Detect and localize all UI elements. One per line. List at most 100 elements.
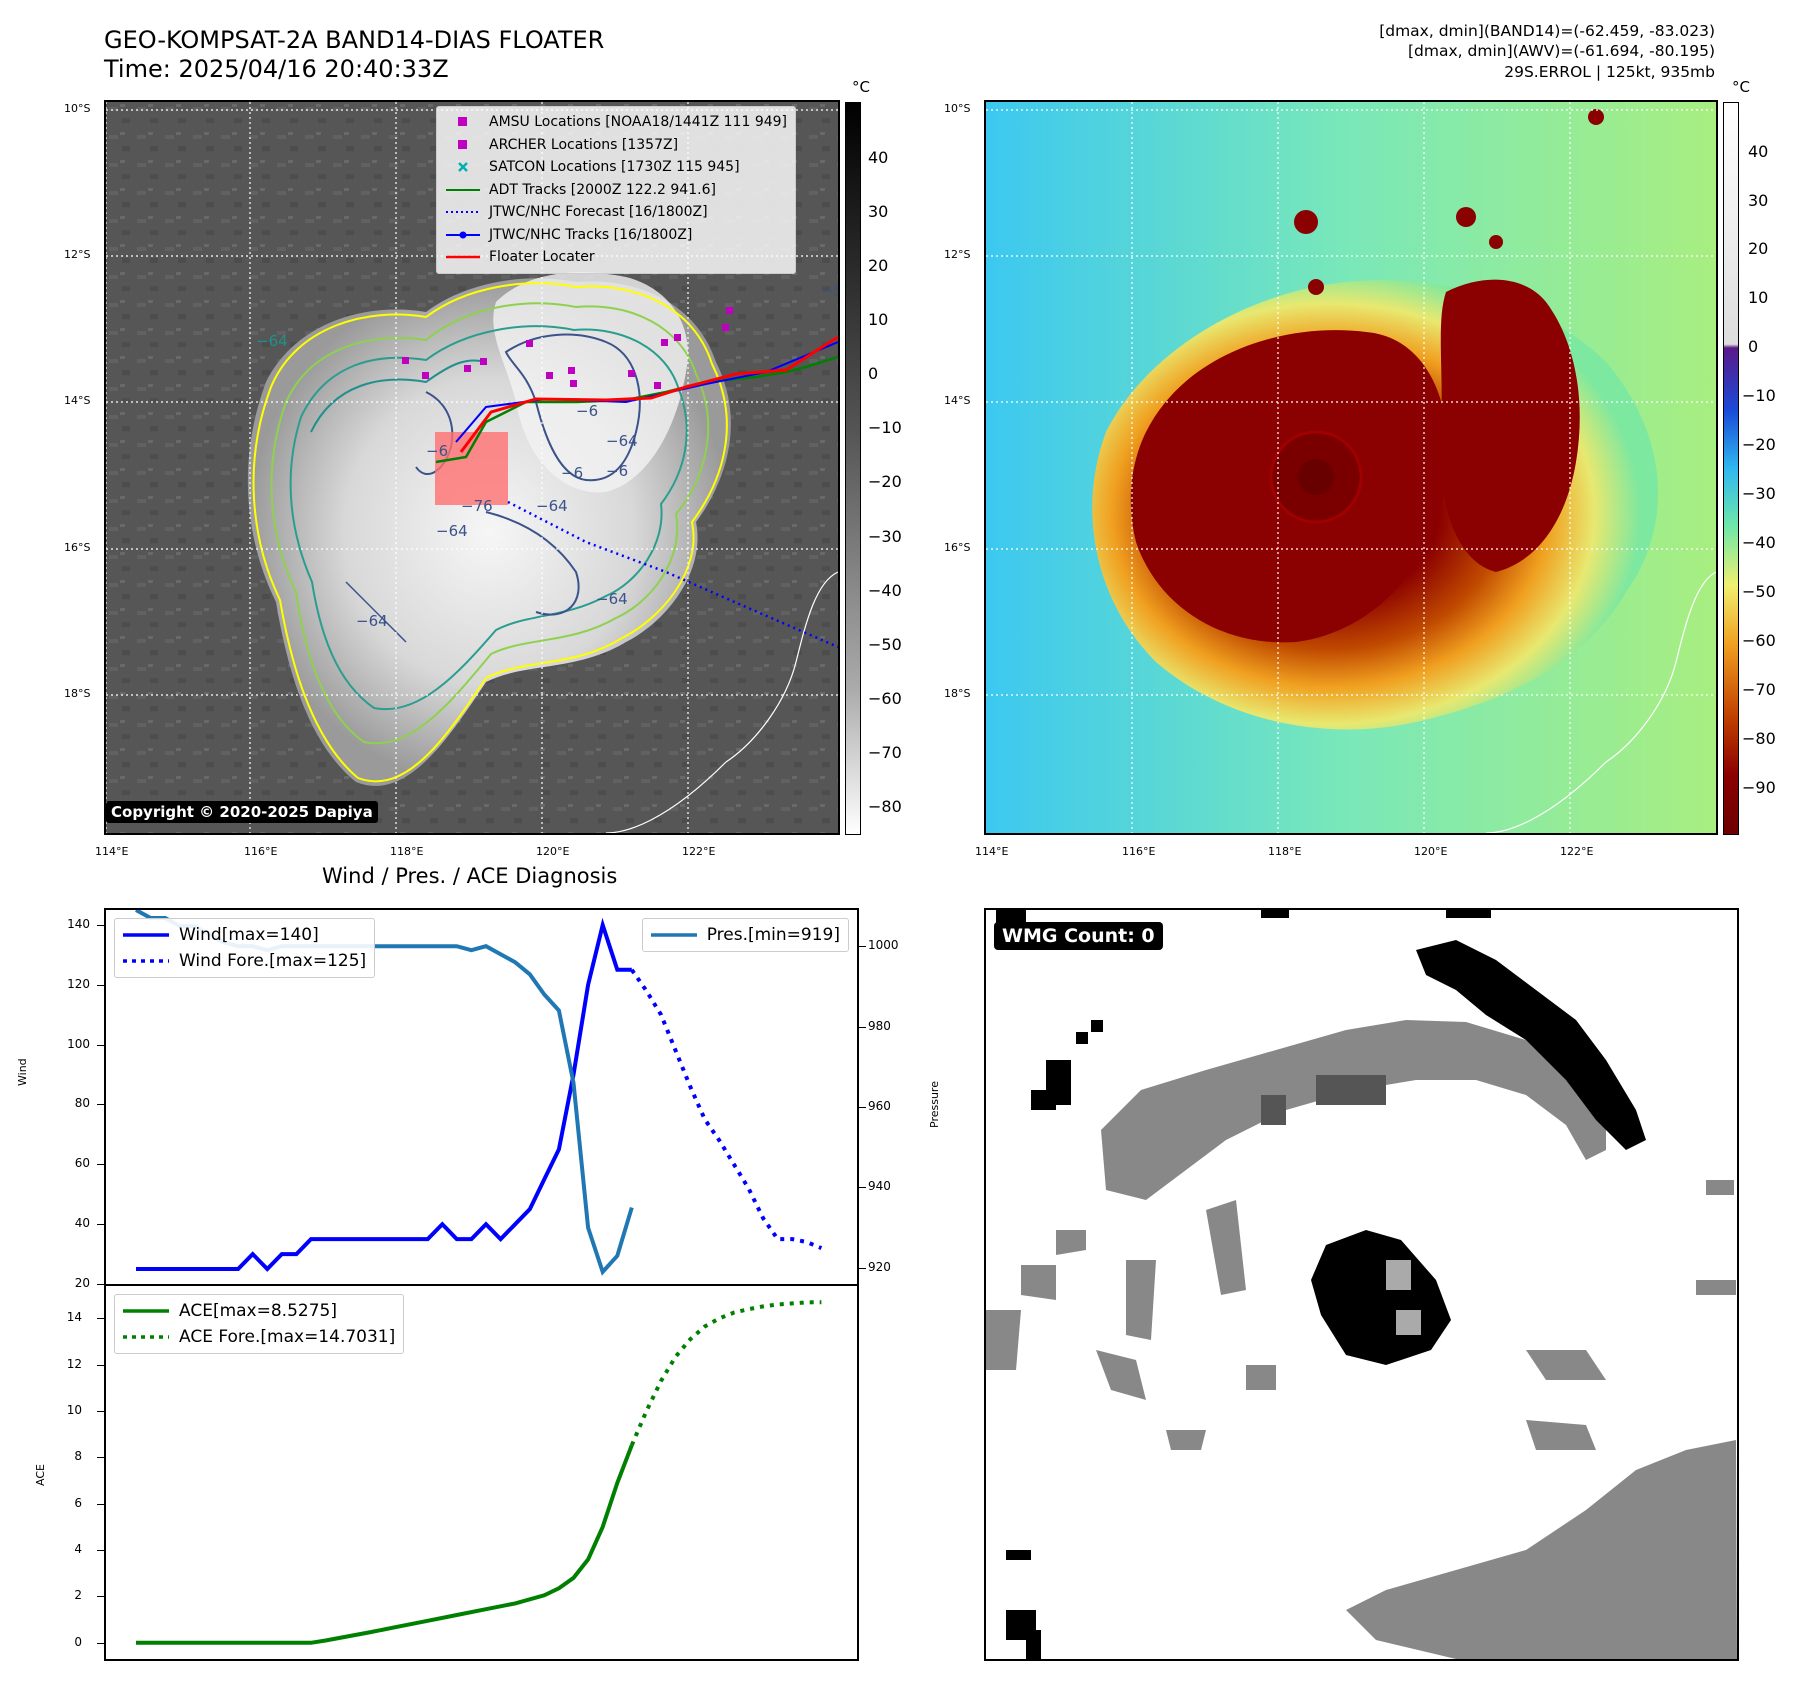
floater-box <box>435 432 508 505</box>
colorbar-tick: −60 <box>1742 631 1776 650</box>
dotted-line-icon <box>123 1335 169 1339</box>
wind-y-tick-mark <box>97 924 104 926</box>
colorbar-tick: 30 <box>1748 191 1769 210</box>
colorbar-tick: 0 <box>1748 337 1759 356</box>
lon-label: 116°E <box>244 845 278 858</box>
pressure-y-tick-mark <box>859 946 866 948</box>
legend-item-ace: ACE[max=8.5275] <box>123 1298 395 1324</box>
legend-label: JTWC/NHC Forecast [16/1800Z] <box>489 204 708 220</box>
ace-forecast-series-line <box>629 1300 822 1446</box>
wind-y-tick: 140 <box>67 916 90 931</box>
lat-label: 16°S <box>944 541 971 554</box>
contour-label: −76 <box>461 497 493 515</box>
legend-item-adt: ADT Tracks [2000Z 122.2 941.6] <box>445 179 787 202</box>
copyright-badge: Copyright © 2020-2025 Dapiya <box>106 801 378 823</box>
legend-item-jtwc-forecast: JTWC/NHC Forecast [16/1800Z] <box>445 201 787 224</box>
legend-item-jtwc-tracks: JTWC/NHC Tracks [16/1800Z] <box>445 224 787 247</box>
wind-series-line <box>136 917 632 1272</box>
legend-item-archer: ARCHER Locations [1357Z] <box>445 134 787 157</box>
colorbar-tick: −90 <box>1742 778 1776 797</box>
wmg-count-badge: WMG Count: 0 <box>994 922 1163 950</box>
colorbar-tick: 40 <box>1748 142 1769 161</box>
lon-label: 122°E <box>682 845 716 858</box>
solid-line-icon <box>123 1309 169 1313</box>
colorbar-unit: °C <box>852 78 870 96</box>
contour-label: −6 <box>576 402 599 420</box>
colorbar-tick: −80 <box>868 797 902 816</box>
wind-legend: Wind[max=140] Wind Fore.[max=125] <box>114 918 376 978</box>
ace-y-tick-mark <box>97 1642 104 1644</box>
wind-y-tick-mark <box>97 1164 104 1166</box>
ace-y-tick-mark <box>97 1596 104 1598</box>
line-dot-icon <box>445 231 481 239</box>
lon-label: 120°E <box>1414 845 1448 858</box>
ace-y-tick-mark <box>97 1550 104 1552</box>
colorbar-tick: −70 <box>868 743 902 762</box>
colorbar-tick: 30 <box>868 202 889 221</box>
ir-colorbar <box>845 102 861 835</box>
contour-label: −6 <box>606 462 629 480</box>
pressure-axis-label: Pressure <box>928 1081 941 1128</box>
lat-label: 10°S <box>64 102 91 115</box>
colorbar-tick: 20 <box>868 256 889 275</box>
pressure-y-tick: 960 <box>868 1099 891 1114</box>
contour-label: −51 <box>821 282 838 300</box>
ace-y-tick: 10 <box>66 1403 82 1418</box>
lon-label: 114°E <box>95 845 129 858</box>
diagnosis-title: Wind / Pres. / ACE Diagnosis <box>322 864 618 888</box>
lat-label: 12°S <box>944 248 971 261</box>
wind-forecast-series-line <box>630 968 823 1250</box>
lat-label: 14°S <box>64 394 91 407</box>
lon-label: 114°E <box>975 845 1009 858</box>
legend-item-ace-forecast: ACE Fore.[max=14.7031] <box>123 1324 395 1350</box>
lat-label: 18°S <box>944 687 971 700</box>
square-marker-icon <box>445 117 481 127</box>
colorbar-tick: −20 <box>868 472 902 491</box>
dotted-line-icon <box>123 959 169 963</box>
ace-plot <box>136 1300 822 1645</box>
enhanced-ir-map-image <box>986 102 1716 833</box>
contour-label: −6 <box>561 464 584 482</box>
colorbar-tick: −40 <box>1742 533 1776 552</box>
legend-label: ADT Tracks [2000Z 122.2 941.6] <box>489 181 716 198</box>
wind-pressure-panel: Wind[max=140] Wind Fore.[max=125] Pres.[… <box>104 908 859 1286</box>
pressure-y-tick-mark <box>859 1107 866 1109</box>
ace-series-line <box>136 1444 634 1645</box>
legend-item-pressure: Pres.[min=919] <box>650 922 840 948</box>
legend-label: Wind[max=140] <box>179 925 319 945</box>
wind-y-tick-mark <box>97 1224 104 1226</box>
legend-label: ARCHER Locations [1357Z] <box>489 136 679 153</box>
colorbar-tick: −40 <box>868 581 902 600</box>
colorbar-tick: −10 <box>868 418 902 437</box>
colorbar-tick: −20 <box>1742 435 1776 454</box>
lon-label: 116°E <box>1122 845 1156 858</box>
pressure-y-tick: 980 <box>868 1018 891 1033</box>
pressure-y-tick-mark <box>859 1187 866 1189</box>
solid-line-icon <box>445 187 481 193</box>
contour-label: −6 <box>426 442 449 460</box>
pressure-legend: Pres.[min=919] <box>641 918 849 952</box>
wind-y-tick: 120 <box>67 976 90 991</box>
ace-y-tick: 14 <box>66 1310 82 1325</box>
wind-y-tick-mark <box>97 1104 104 1106</box>
contour-label: −64 <box>436 522 468 540</box>
awv-range: [dmax, dmin](AWV)=(-61.694, -80.195) <box>1408 42 1715 60</box>
figure-time: Time: 2025/04/16 20:40:33Z <box>104 55 449 83</box>
legend-label: ACE Fore.[max=14.7031] <box>179 1327 396 1347</box>
legend-label: SATCON Locations [1730Z 115 945] <box>489 159 740 175</box>
x-marker-icon <box>445 162 481 173</box>
colorbar-tick: 10 <box>1748 288 1769 307</box>
ace-y-tick: 12 <box>66 1356 82 1371</box>
legend-label: AMSU Locations [NOAA18/1441Z 111 949] <box>489 114 788 130</box>
colorbar-tick: 10 <box>868 310 889 329</box>
legend-label: Wind Fore.[max=125] <box>179 951 367 971</box>
colorbar-tick: −10 <box>1742 386 1776 405</box>
figure-title: GEO-KOMPSAT-2A BAND14-DIAS FLOATER <box>104 26 605 54</box>
lon-label: 122°E <box>1560 845 1594 858</box>
dotted-line-icon <box>445 209 481 215</box>
ace-y-tick: 8 <box>74 1449 82 1464</box>
legend-item-floater: Floater Locater <box>445 246 787 269</box>
storm-info: 29S.ERROL | 125kt, 935mb <box>1504 63 1715 81</box>
contour-label: −64 <box>356 612 388 630</box>
colorbar-tick: −80 <box>1742 729 1776 748</box>
